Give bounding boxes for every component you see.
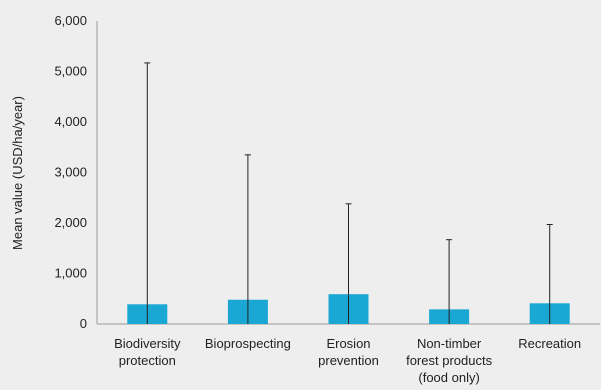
x-tick-label: Bioprospecting — [205, 336, 291, 351]
error-bar — [546, 224, 553, 324]
error-bar — [244, 154, 251, 324]
error-bar — [144, 62, 151, 324]
x-tick-label: Non-timber forest products (food only) — [406, 336, 492, 385]
x-tick-label: Biodiversity protection — [114, 336, 181, 368]
x-tick-label: Recreation — [518, 336, 581, 351]
y-tick-label: 3,000 — [54, 165, 87, 180]
error-bar — [446, 239, 453, 324]
error-bars — [144, 62, 553, 324]
y-tick-labels: 0 1,000 2,000 3,000 4,000 5,000 6,000 — [54, 13, 87, 331]
x-tick-label: Erosion prevention — [318, 336, 379, 368]
y-tick-label: 6,000 — [54, 13, 87, 28]
y-tick-label: 2,000 — [54, 215, 87, 230]
y-axis-label: Mean value (USD/ha/year) — [10, 96, 25, 250]
x-tick-labels: Biodiversity protection Bioprospecting Eros… — [114, 336, 581, 385]
y-tick-label: 4,000 — [54, 114, 87, 129]
y-tick-label: 5,000 — [54, 64, 87, 79]
error-bar — [345, 203, 352, 324]
y-tick-label: 1,000 — [54, 266, 87, 281]
y-tick-label: 0 — [80, 316, 87, 331]
